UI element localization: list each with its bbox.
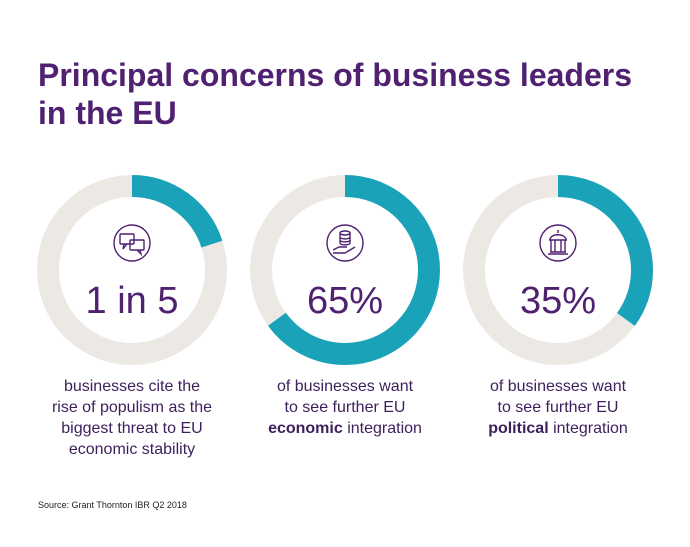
caption-line: economic integration: [245, 418, 445, 439]
value-label: 65%: [307, 280, 383, 322]
source: Source: Grant Thornton IBR Q2 2018: [38, 500, 187, 510]
caption-line: political integration: [458, 418, 658, 439]
caption-text: of businesses want: [276, 378, 414, 395]
caption-text: integration: [548, 420, 628, 437]
icon-chat: [113, 224, 151, 262]
caption-text: integration: [342, 420, 422, 437]
caption-text: biggest threat to EU: [61, 420, 203, 437]
caption-text: to see further EU: [497, 399, 619, 416]
caption-line: businesses cite the: [32, 376, 232, 397]
caption-line: of businesses want: [245, 376, 445, 397]
caption-text: political: [488, 420, 549, 437]
caption-line: rise of populism as the: [32, 397, 232, 418]
caption: of businesses want to see further EU econo…: [245, 376, 445, 439]
caption-line: of businesses want: [458, 376, 658, 397]
caption-line: to see further EU: [458, 397, 658, 418]
caption: businesses cite the rise of populism as t…: [32, 376, 232, 460]
caption-text: to see further EU: [284, 399, 406, 416]
donut-arc: [250, 175, 440, 365]
caption-text: of businesses want: [489, 378, 627, 395]
caption-text: economic: [268, 420, 343, 437]
icon-coins: [326, 224, 364, 262]
value-label: 35%: [520, 280, 596, 322]
icon-building: [539, 224, 577, 262]
donut-arc: [37, 175, 227, 365]
caption-text: businesses cite the: [63, 378, 201, 395]
caption-line: biggest threat to EU: [32, 418, 232, 439]
caption-text: rise of populism as the: [51, 399, 213, 416]
caption-line: economic stability: [32, 439, 232, 460]
caption-line: to see further EU: [245, 397, 445, 418]
title: Principal concerns of business leaders i…: [38, 57, 632, 131]
caption: of businesses want to see further EU polit…: [458, 376, 658, 439]
donut-arc: [463, 175, 653, 365]
value-label: 1 in 5: [86, 280, 179, 322]
caption-text: economic stability: [68, 441, 196, 458]
